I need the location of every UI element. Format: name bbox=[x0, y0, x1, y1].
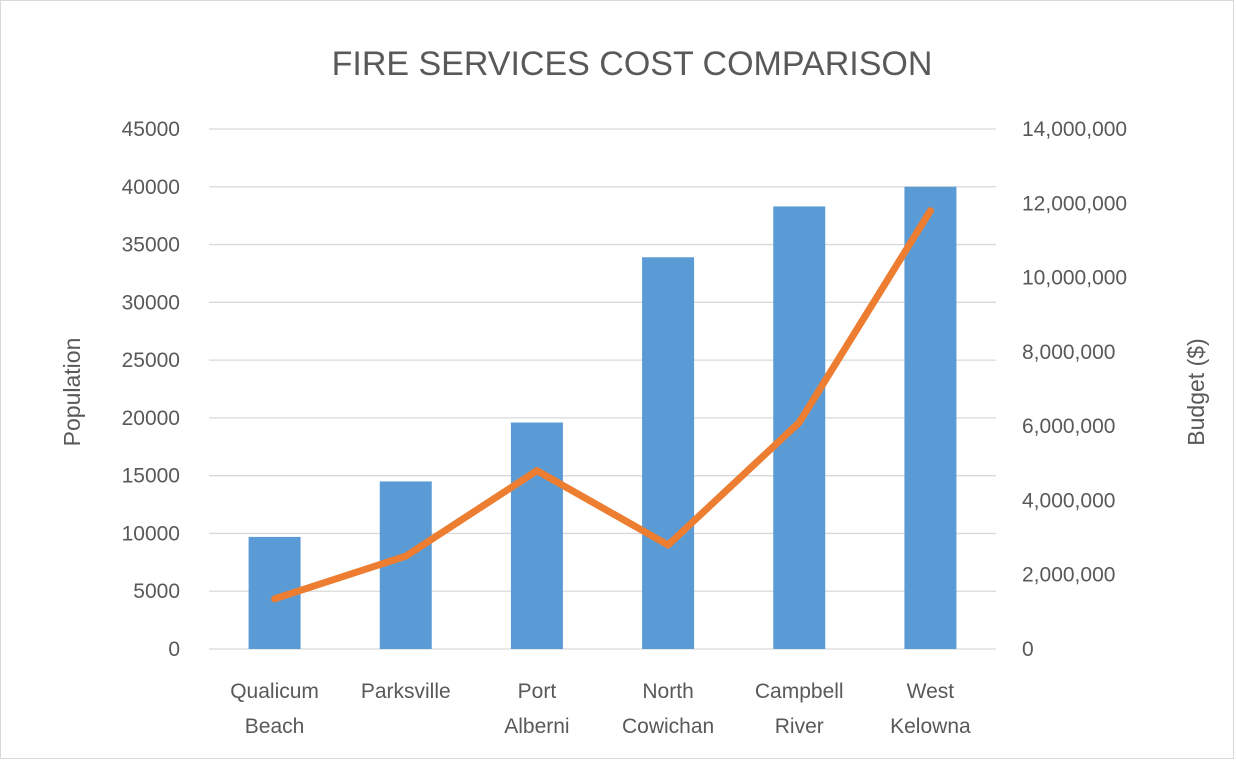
left-axis-ticks: 0 5000 10000 15000 20000 25000 30000 35000 40000… bbox=[122, 118, 180, 661]
left-tick-label: 5000 bbox=[133, 580, 180, 603]
right-axis-title: Budget ($) bbox=[1183, 338, 1209, 445]
left-tick-label: 35000 bbox=[122, 234, 180, 257]
chart-title: FIRE SERVICES COST COMPARISON bbox=[332, 45, 933, 83]
right-tick-label: 0 bbox=[1022, 638, 1034, 661]
left-tick-label: 40000 bbox=[122, 176, 180, 199]
line-series bbox=[271, 207, 934, 603]
right-tick-label: 2,000,000 bbox=[1022, 564, 1115, 587]
left-tick-label: 45000 bbox=[122, 118, 180, 141]
left-tick-label: 30000 bbox=[122, 291, 180, 314]
x-tick-label: North bbox=[642, 680, 693, 703]
left-tick-label: 20000 bbox=[122, 407, 180, 430]
bar-population bbox=[642, 257, 695, 649]
x-tick-label: Port bbox=[518, 680, 557, 703]
x-axis-labels: Qualicum Beach Parksville Port Alberni North C… bbox=[230, 680, 971, 738]
right-axis-ticks: 0 2,000,000 4,000,000 6,000,000 8,000,000 10,… bbox=[1022, 118, 1127, 661]
x-tick-label: Cowichan bbox=[622, 715, 714, 738]
gridlines bbox=[209, 128, 996, 650]
bar-population bbox=[773, 206, 826, 649]
left-tick-label: 25000 bbox=[122, 349, 180, 372]
x-tick-label: Qualicum bbox=[230, 680, 319, 703]
right-tick-label: 4,000,000 bbox=[1022, 489, 1115, 512]
x-tick-label: West bbox=[907, 680, 955, 703]
right-tick-label: 12,000,000 bbox=[1022, 192, 1127, 215]
x-tick-label: Parksville bbox=[361, 680, 451, 703]
x-tick-label: Campbell bbox=[755, 680, 844, 703]
right-tick-label: 10,000,000 bbox=[1022, 267, 1127, 290]
left-tick-label: 15000 bbox=[122, 465, 180, 488]
left-tick-label: 10000 bbox=[122, 522, 180, 545]
x-tick-label: River bbox=[775, 715, 824, 738]
right-tick-label: 8,000,000 bbox=[1022, 341, 1115, 364]
right-tick-label: 6,000,000 bbox=[1022, 415, 1115, 438]
left-axis-title: Population bbox=[59, 338, 85, 447]
bar-population bbox=[510, 422, 563, 649]
x-tick-label: Alberni bbox=[504, 715, 569, 738]
right-tick-label: 14,000,000 bbox=[1022, 118, 1127, 141]
x-tick-label: Kelowna bbox=[890, 715, 971, 738]
x-tick-label: Beach bbox=[245, 715, 305, 738]
budget-line bbox=[271, 207, 934, 603]
left-tick-label: 0 bbox=[168, 638, 180, 661]
bar-population bbox=[904, 186, 957, 649]
